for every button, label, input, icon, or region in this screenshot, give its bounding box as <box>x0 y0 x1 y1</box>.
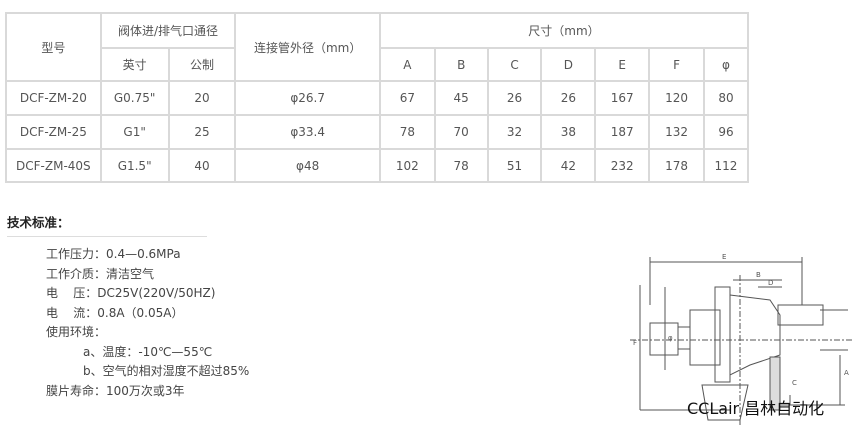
table-cell: 42 <box>540 148 597 183</box>
table-cell: 232 <box>594 148 651 183</box>
table-cell: 25 <box>167 114 237 150</box>
table-cell: φ48 <box>234 148 381 183</box>
label-a: A <box>844 369 849 377</box>
table-cell: 38 <box>540 114 597 150</box>
tech-item: b、空气的相对湿度不超过85% <box>83 364 250 378</box>
table-cell: 102 <box>378 148 436 183</box>
label-c: C <box>792 379 797 387</box>
header-dim: 尺寸（mm） <box>378 12 750 49</box>
table-cell: 112 <box>702 148 750 183</box>
header-phi: φ <box>702 47 750 82</box>
table-cell: 26 <box>486 80 543 116</box>
table-cell: 70 <box>433 114 489 150</box>
table-row: DCF-ZM-40S G1.5" 40 φ48 102 78 51 42 232 178 112 <box>5 148 750 183</box>
label-b: B <box>756 271 761 279</box>
table-cell: 96 <box>702 114 750 150</box>
header-port: 阀体进/排气口通径 <box>99 12 237 49</box>
label-phi: φ <box>668 334 673 342</box>
table-cell: G0.75" <box>99 80 170 116</box>
table-cell: 32 <box>486 114 543 150</box>
header-f: F <box>648 47 705 82</box>
header-metric: 公制 <box>167 47 237 82</box>
table-cell: 45 <box>433 80 489 116</box>
table-cell: 78 <box>433 148 489 183</box>
label-d: D <box>768 279 773 287</box>
header-c: C <box>486 47 543 82</box>
table-cell: 51 <box>486 148 543 183</box>
table-row: DCF-ZM-25 G1" 25 φ33.4 78 70 32 38 187 132 96 <box>5 114 750 150</box>
tech-item: 工作压力：0.4—0.6MPa <box>46 247 181 261</box>
table-cell: 78 <box>378 114 436 150</box>
header-pipe: 连接管外径（mm） <box>234 12 381 82</box>
header-inch: 英寸 <box>99 47 170 82</box>
tech-item: 使用环境： <box>46 325 107 339</box>
tech-item: a、温度：-10℃—55℃ <box>83 344 213 359</box>
table-cell: φ26.7 <box>234 80 381 116</box>
table-cell: φ33.4 <box>234 114 381 150</box>
table-cell: 40 <box>167 148 237 183</box>
header-d: D <box>540 47 597 82</box>
header-e: E <box>594 47 651 82</box>
table-cell: 120 <box>648 80 705 116</box>
tech-list: 工作压力：0.4—0.6MPa 工作介质：清洁空气 电 压：DC25V(220V… <box>46 245 249 401</box>
divider <box>7 236 207 237</box>
header-b: B <box>433 47 489 82</box>
tech-item: 电 压：DC25V(220V/50HZ) <box>46 286 216 300</box>
header-a: A <box>378 47 436 82</box>
table-cell: DCF-ZM-20 <box>5 80 102 116</box>
tech-item: 电 流：0.8A（0.05A） <box>46 305 184 320</box>
table-row: DCF-ZM-20 G0.75" 20 φ26.7 67 45 26 26 167 120 80 <box>5 80 750 116</box>
table-cell: 132 <box>648 114 705 150</box>
table-cell: DCF-ZM-40S <box>5 148 102 183</box>
table-cell: 178 <box>648 148 705 183</box>
header-model: 型号 <box>5 12 102 82</box>
table-cell: 167 <box>594 80 651 116</box>
table-cell: 20 <box>167 80 237 116</box>
label-f: F <box>633 339 637 347</box>
table-cell: 26 <box>540 80 597 116</box>
table-cell: G1.5" <box>99 148 170 183</box>
table-cell: 187 <box>594 114 651 150</box>
table-cell: 67 <box>378 80 436 116</box>
tech-item: 工作介质：清洁空气 <box>46 266 155 281</box>
tech-title: 技术标准： <box>7 215 70 230</box>
watermark: CCLair 昌林自动化 <box>687 399 825 418</box>
tech-item: 膜片寿命：100万次或3年 <box>46 383 185 398</box>
table-cell: DCF-ZM-25 <box>5 114 102 150</box>
label-e: E <box>722 253 726 261</box>
table-cell: 80 <box>702 80 750 116</box>
table-cell: G1" <box>99 114 170 150</box>
valve-drawing: E B D A C F φ <box>630 253 852 427</box>
